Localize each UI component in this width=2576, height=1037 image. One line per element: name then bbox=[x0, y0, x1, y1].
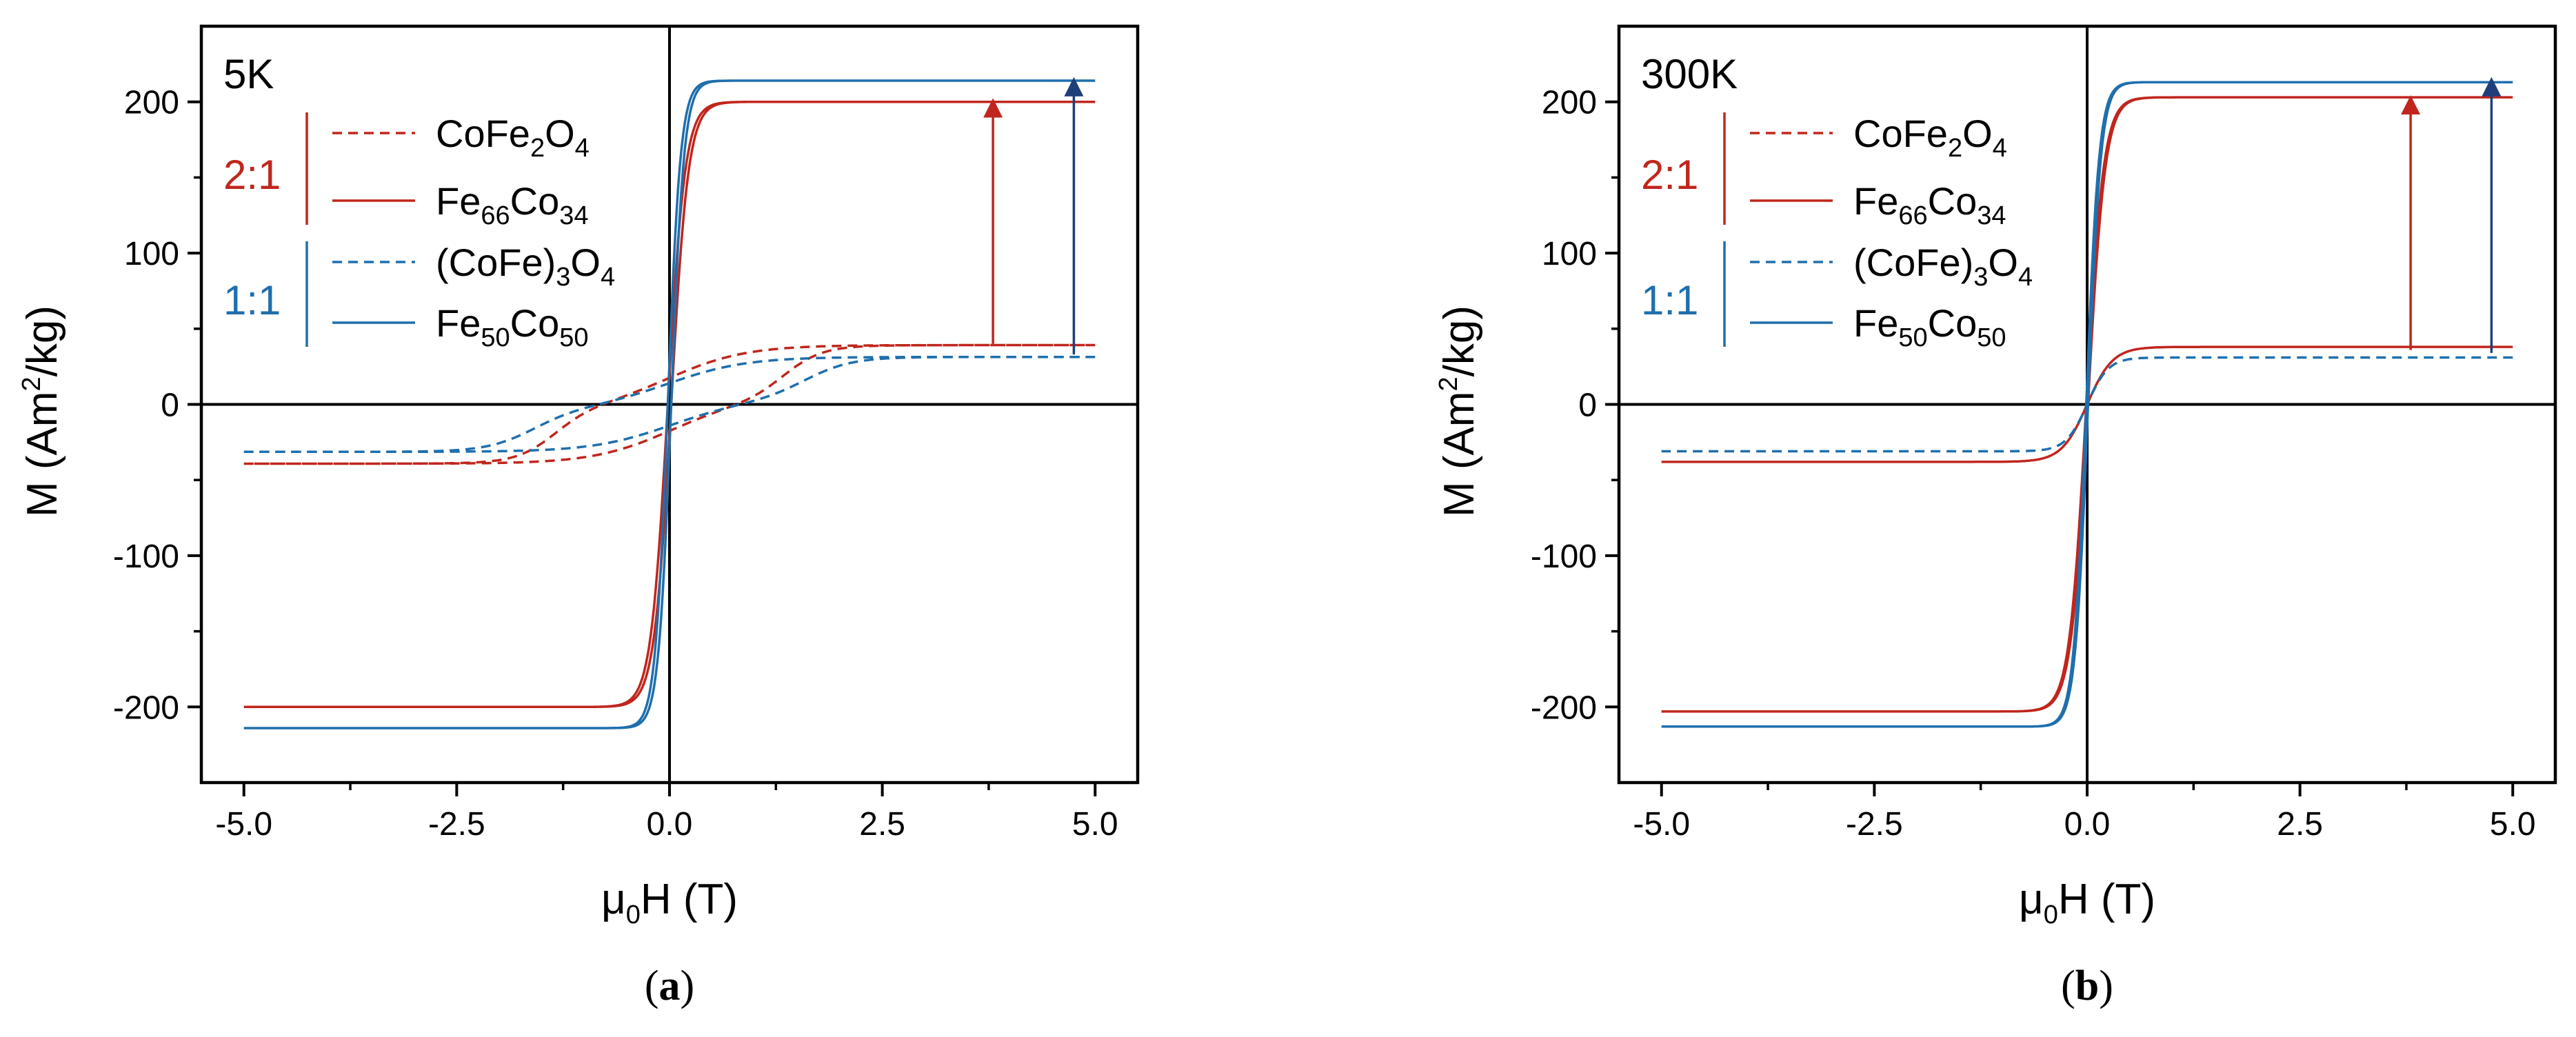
x-axis-label-rest: H (T) bbox=[641, 876, 738, 923]
y-axis-label-sup: 2 bbox=[1434, 376, 1463, 391]
legend-ratio-label: 1:1 bbox=[223, 277, 281, 323]
legend-subscript: 2 bbox=[1948, 134, 1962, 163]
legend-text-part: O bbox=[545, 112, 575, 155]
panel-label-letter: b bbox=[2075, 963, 2099, 1009]
legend-text-part: O bbox=[1962, 112, 1993, 155]
x-axis-label-sub: 0 bbox=[626, 900, 641, 929]
panel-label-close: ) bbox=[2099, 963, 2113, 1009]
y-axis-label-pre: M (Am bbox=[19, 391, 66, 517]
curve-group bbox=[1661, 81, 2513, 728]
x-axis-label-sub: 0 bbox=[2044, 900, 2058, 929]
series-line-fe50co50 bbox=[243, 79, 1096, 729]
legend-subscript: 50 bbox=[1898, 323, 1927, 352]
legend-text-part: (CoFe) bbox=[436, 241, 556, 284]
y-tick-label: 0 bbox=[161, 387, 179, 424]
legend-subscript: 4 bbox=[575, 134, 590, 163]
y-axis-label-sup: 2 bbox=[17, 376, 46, 391]
x-axis-label-mu: μ bbox=[601, 876, 626, 923]
x-tick-label: 2.5 bbox=[859, 806, 905, 843]
legend-text-part: Fe bbox=[1853, 301, 1898, 345]
x-tick-label: 0.0 bbox=[2064, 806, 2111, 843]
x-tick-label: 2.5 bbox=[2277, 806, 2323, 843]
panel-label-close: ) bbox=[681, 963, 695, 1009]
legend-entry-label: Fe66Co34 bbox=[436, 179, 589, 230]
y-axis-label-post: /kg) bbox=[1436, 305, 1483, 376]
panel-label-open: ( bbox=[2061, 963, 2075, 1009]
curve-group bbox=[243, 79, 1096, 729]
panel-label-letter: a bbox=[659, 963, 681, 1009]
y-tick-label: 100 bbox=[1542, 236, 1597, 272]
legend-text-part: O bbox=[1988, 241, 2018, 284]
series-line-fe50co50 bbox=[1661, 81, 2513, 728]
legend-subscript: 4 bbox=[2018, 263, 2033, 292]
legend-ratio-label: 2:1 bbox=[223, 152, 281, 198]
x-tick-label: 5.0 bbox=[2490, 806, 2536, 843]
x-tick-label: -2.5 bbox=[428, 806, 485, 843]
legend-subscript: 66 bbox=[1898, 201, 1927, 230]
legend-subscript: 34 bbox=[559, 201, 588, 230]
legend-text-part: Fe bbox=[436, 301, 481, 345]
temperature-annotation: 300K bbox=[1641, 51, 1738, 97]
y-axis-label: M (Am2/kg) bbox=[17, 305, 66, 517]
legend-text-part: O bbox=[570, 241, 601, 284]
x-tick-label: 5.0 bbox=[1072, 806, 1118, 843]
legend-subscript: 4 bbox=[1993, 134, 2007, 163]
legend-ratio-label: 2:1 bbox=[1641, 152, 1698, 198]
x-axis-label: μ0H (T) bbox=[2019, 876, 2155, 929]
legend-entry-label: Fe50Co50 bbox=[1853, 301, 2006, 352]
panel-label: (a) bbox=[645, 963, 694, 1009]
y-tick-label: -100 bbox=[113, 538, 179, 575]
legend-ratio-label: 1:1 bbox=[1641, 277, 1698, 323]
legend-subscript: 50 bbox=[1977, 323, 2006, 352]
legend-text-part: Co bbox=[1928, 179, 1978, 223]
x-axis-label-rest: H (T) bbox=[2058, 876, 2155, 923]
legend-subscript: 2 bbox=[530, 134, 545, 163]
legend-entry-label: (CoFe)3O4 bbox=[436, 241, 615, 292]
legend-text-part: (CoFe) bbox=[1853, 241, 1973, 284]
legend-text-part: Co bbox=[510, 179, 560, 223]
x-axis-label-mu: μ bbox=[2019, 876, 2044, 923]
legend-text-part: Co bbox=[1928, 301, 1978, 345]
x-tick-label: -5.0 bbox=[215, 806, 272, 843]
legend-text-part: Fe bbox=[436, 179, 481, 223]
y-tick-label: 200 bbox=[1542, 85, 1597, 121]
x-tick-label: 0.0 bbox=[647, 806, 693, 843]
legend-entry-label: CoFe2O4 bbox=[436, 112, 590, 163]
legend-entry-label: CoFe2O4 bbox=[1853, 112, 2007, 163]
y-tick-label: -100 bbox=[1531, 538, 1597, 575]
legend-entry-label: (CoFe)3O4 bbox=[1853, 241, 2033, 292]
legend-text-part: CoFe bbox=[436, 112, 530, 155]
y-axis-label: M (Am2/kg) bbox=[1434, 305, 1483, 517]
y-tick-label: 0 bbox=[1578, 387, 1597, 424]
legend-subscript: 3 bbox=[1973, 263, 1988, 292]
legend-text-part: Fe bbox=[1853, 179, 1898, 223]
y-tick-label: 200 bbox=[124, 85, 179, 121]
panel-label: (b) bbox=[2061, 963, 2113, 1009]
y-axis-label-pre: M (Am bbox=[1436, 391, 1483, 517]
legend-subscript: 50 bbox=[481, 323, 510, 352]
y-tick-label: -200 bbox=[113, 689, 179, 726]
legend-subscript: 3 bbox=[556, 263, 570, 292]
legend-subscript: 66 bbox=[481, 201, 510, 230]
legend-entry-label: Fe50Co50 bbox=[436, 301, 589, 352]
legend-text-part: Co bbox=[510, 301, 560, 345]
legend-entry-label: Fe66Co34 bbox=[1853, 179, 2006, 230]
temperature-annotation: 5K bbox=[223, 51, 274, 97]
legend-subscript: 34 bbox=[1977, 201, 2006, 230]
y-tick-label: -200 bbox=[1531, 689, 1597, 726]
legend-subscript: 50 bbox=[559, 323, 588, 352]
panel-label-open: ( bbox=[645, 963, 659, 1009]
legend-subscript: 4 bbox=[601, 263, 615, 292]
x-tick-label: -2.5 bbox=[1846, 806, 1903, 843]
y-axis-label-post: /kg) bbox=[19, 305, 66, 376]
y-tick-label: 100 bbox=[124, 236, 179, 272]
x-tick-label: -5.0 bbox=[1633, 806, 1690, 843]
legend-text-part: CoFe bbox=[1853, 112, 1948, 155]
x-axis-label: μ0H (T) bbox=[601, 876, 738, 929]
